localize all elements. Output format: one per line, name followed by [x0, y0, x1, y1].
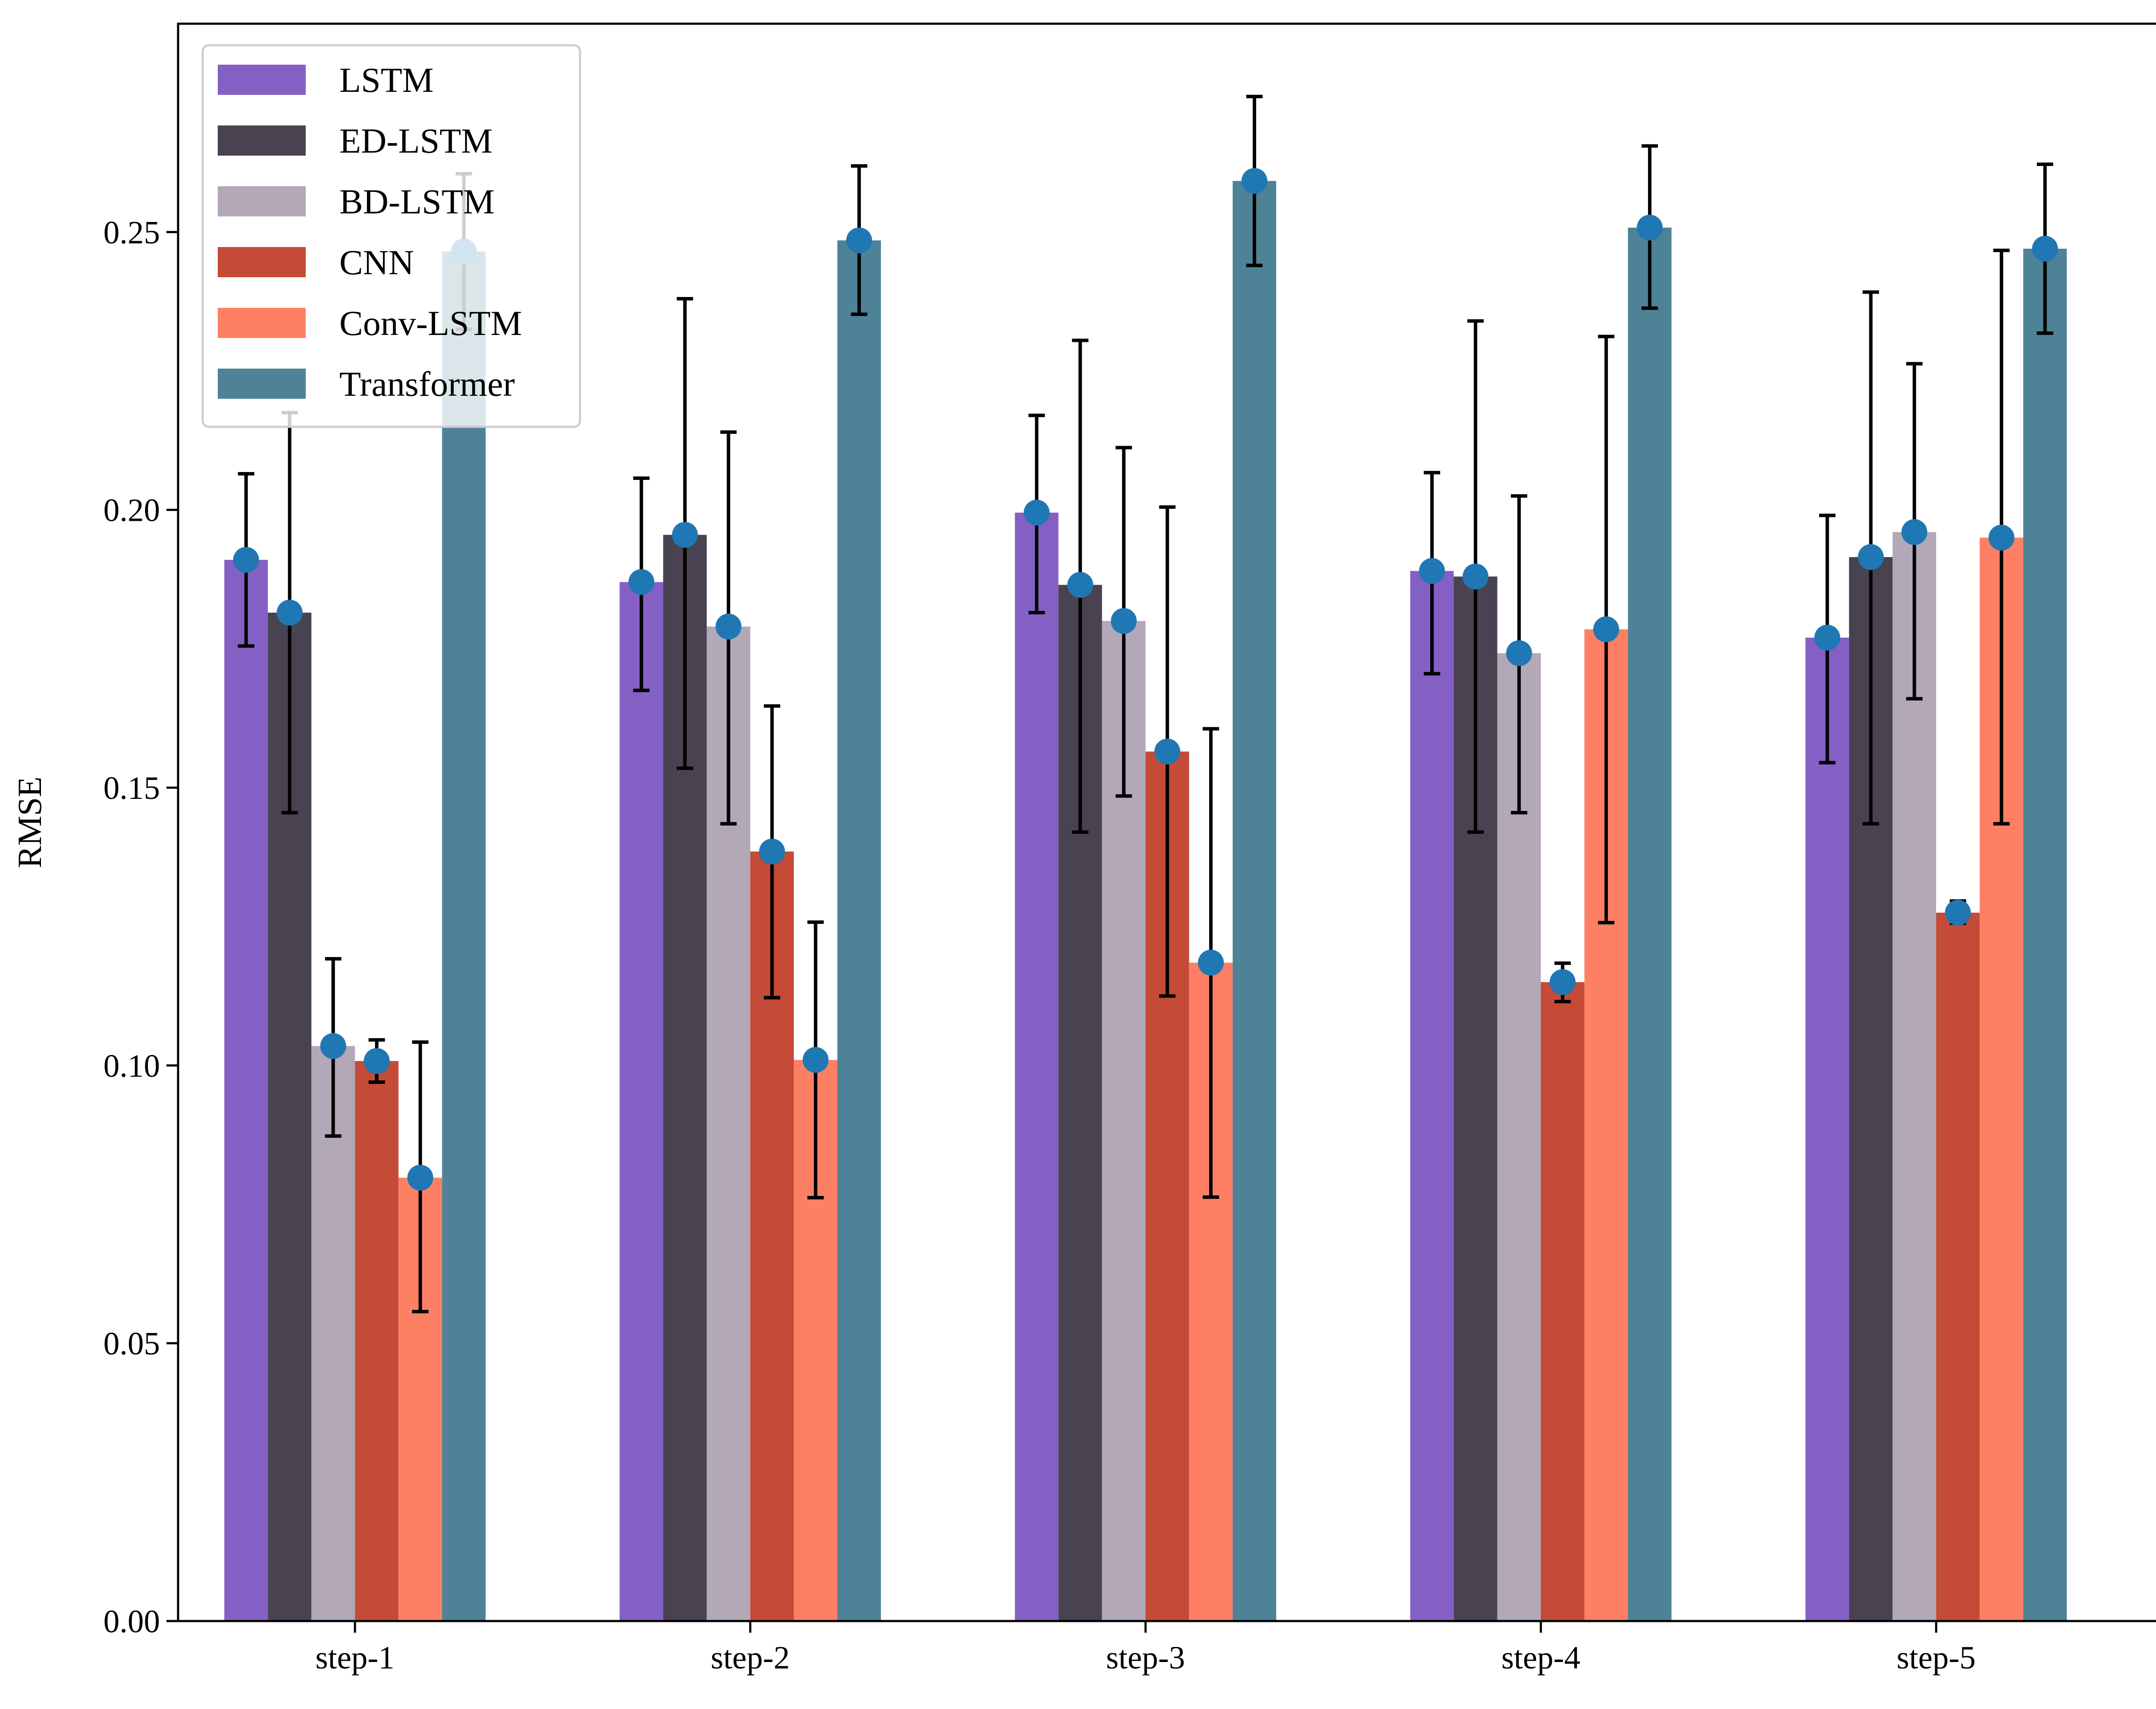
x-tick-label: step-3	[1106, 1640, 1185, 1676]
marker-lstm-step-5	[1814, 625, 1840, 651]
bar-cnn-step-4	[1541, 982, 1585, 1621]
bar-lstm-step-5	[1805, 638, 1849, 1621]
legend-swatch-bd-lstm	[218, 186, 306, 216]
marker-lstm-step-4	[1419, 558, 1445, 584]
legend-label-lstm: LSTM	[339, 60, 434, 100]
marker-bd-lstm-step-3	[1111, 608, 1137, 634]
marker-bd-lstm-step-5	[1901, 519, 1927, 545]
y-tick-label: 0.15	[103, 770, 160, 806]
legend-swatch-lstm	[218, 65, 306, 95]
x-tick-label: step-4	[1501, 1640, 1580, 1676]
marker-cnn-step-3	[1154, 739, 1181, 765]
legend-swatch-cnn	[218, 247, 306, 277]
bar-transformer-step-3	[1232, 181, 1276, 1621]
bar-cnn-step-1	[355, 1061, 399, 1621]
marker-ed-lstm-step-4	[1462, 563, 1489, 590]
legend: LSTM ED-LSTM BD-LSTM CNN Conv-LSTM Transforme…	[201, 44, 581, 428]
marker-conv-lstm-step-3	[1198, 949, 1224, 976]
bars-layer	[224, 181, 2067, 1621]
marker-cnn-step-5	[1945, 899, 1971, 926]
bar-lstm-step-3	[1015, 513, 1059, 1621]
marker-cnn-step-4	[1549, 969, 1576, 995]
marker-cnn-step-1	[364, 1048, 390, 1074]
marker-cnn-step-2	[759, 839, 785, 865]
bar-transformer-step-1	[442, 251, 486, 1621]
plot-frame	[177, 22, 2156, 1622]
marker-ed-lstm-step-3	[1067, 572, 1094, 598]
bar-transformer-step-5	[2023, 248, 2067, 1621]
y-tick-label: 0.05	[103, 1326, 160, 1362]
legend-swatch-transformer	[218, 369, 306, 399]
x-axis: step-1 step-2 step-3 step-4 step-5	[316, 1621, 1976, 1676]
marker-bd-lstm-step-2	[715, 613, 742, 640]
marker-lstm-step-2	[628, 569, 655, 595]
marker-lstm-step-1	[233, 547, 259, 573]
marker-transformer-step-3	[1241, 168, 1268, 194]
bar-transformer-step-4	[1628, 227, 1672, 1621]
y-tick-label: 0.25	[103, 215, 160, 250]
marker-transformer-step-5	[2032, 235, 2058, 262]
marker-ed-lstm-step-1	[276, 600, 303, 626]
marker-conv-lstm-step-5	[1988, 525, 2015, 551]
marker-transformer-step-2	[846, 227, 872, 254]
legend-label-transformer: Transformer	[339, 364, 515, 404]
bar-lstm-step-2	[619, 582, 663, 1621]
bar-bd-lstm-step-4	[1497, 653, 1541, 1621]
x-tick-label: step-2	[711, 1640, 790, 1676]
legend-label-cnn: CNN	[339, 243, 414, 282]
bar-transformer-step-2	[837, 240, 881, 1621]
markers-layer	[233, 168, 2058, 1191]
marker-ed-lstm-step-2	[672, 522, 698, 548]
y-tick-label: 0.00	[103, 1604, 160, 1640]
marker-conv-lstm-step-1	[407, 1164, 433, 1191]
legend-swatch-conv-lstm	[218, 308, 306, 338]
marker-conv-lstm-step-2	[802, 1047, 829, 1073]
marker-ed-lstm-step-5	[1858, 544, 1884, 570]
bar-lstm-step-4	[1410, 571, 1454, 1621]
legend-label-conv-lstm: Conv-LSTM	[339, 304, 522, 343]
bar-cnn-step-5	[1936, 912, 1980, 1621]
marker-lstm-step-3	[1024, 500, 1050, 526]
legend-label-bd-lstm: BD-LSTM	[339, 182, 495, 221]
x-tick-label: step-1	[316, 1640, 395, 1676]
legend-swatch-ed-lstm	[218, 125, 306, 156]
marker-bd-lstm-step-4	[1506, 640, 1532, 667]
y-tick-label: 0.20	[103, 493, 160, 529]
bar-lstm-step-1	[224, 560, 268, 1621]
y-tick-label: 0.10	[103, 1048, 160, 1084]
bar-bd-lstm-step-1	[311, 1046, 355, 1621]
marker-bd-lstm-step-1	[320, 1033, 346, 1059]
x-tick-label: step-5	[1896, 1640, 1975, 1676]
legend-label-ed-lstm: ED-LSTM	[339, 121, 492, 160]
y-axis-label: RMSE	[11, 776, 48, 868]
marker-transformer-step-4	[1636, 214, 1663, 241]
y-axis: 0.00 0.05 0.10 0.15 0.20 0.25	[103, 215, 178, 1640]
marker-conv-lstm-step-4	[1593, 616, 1619, 642]
bar-bd-lstm-step-5	[1893, 532, 1937, 1621]
